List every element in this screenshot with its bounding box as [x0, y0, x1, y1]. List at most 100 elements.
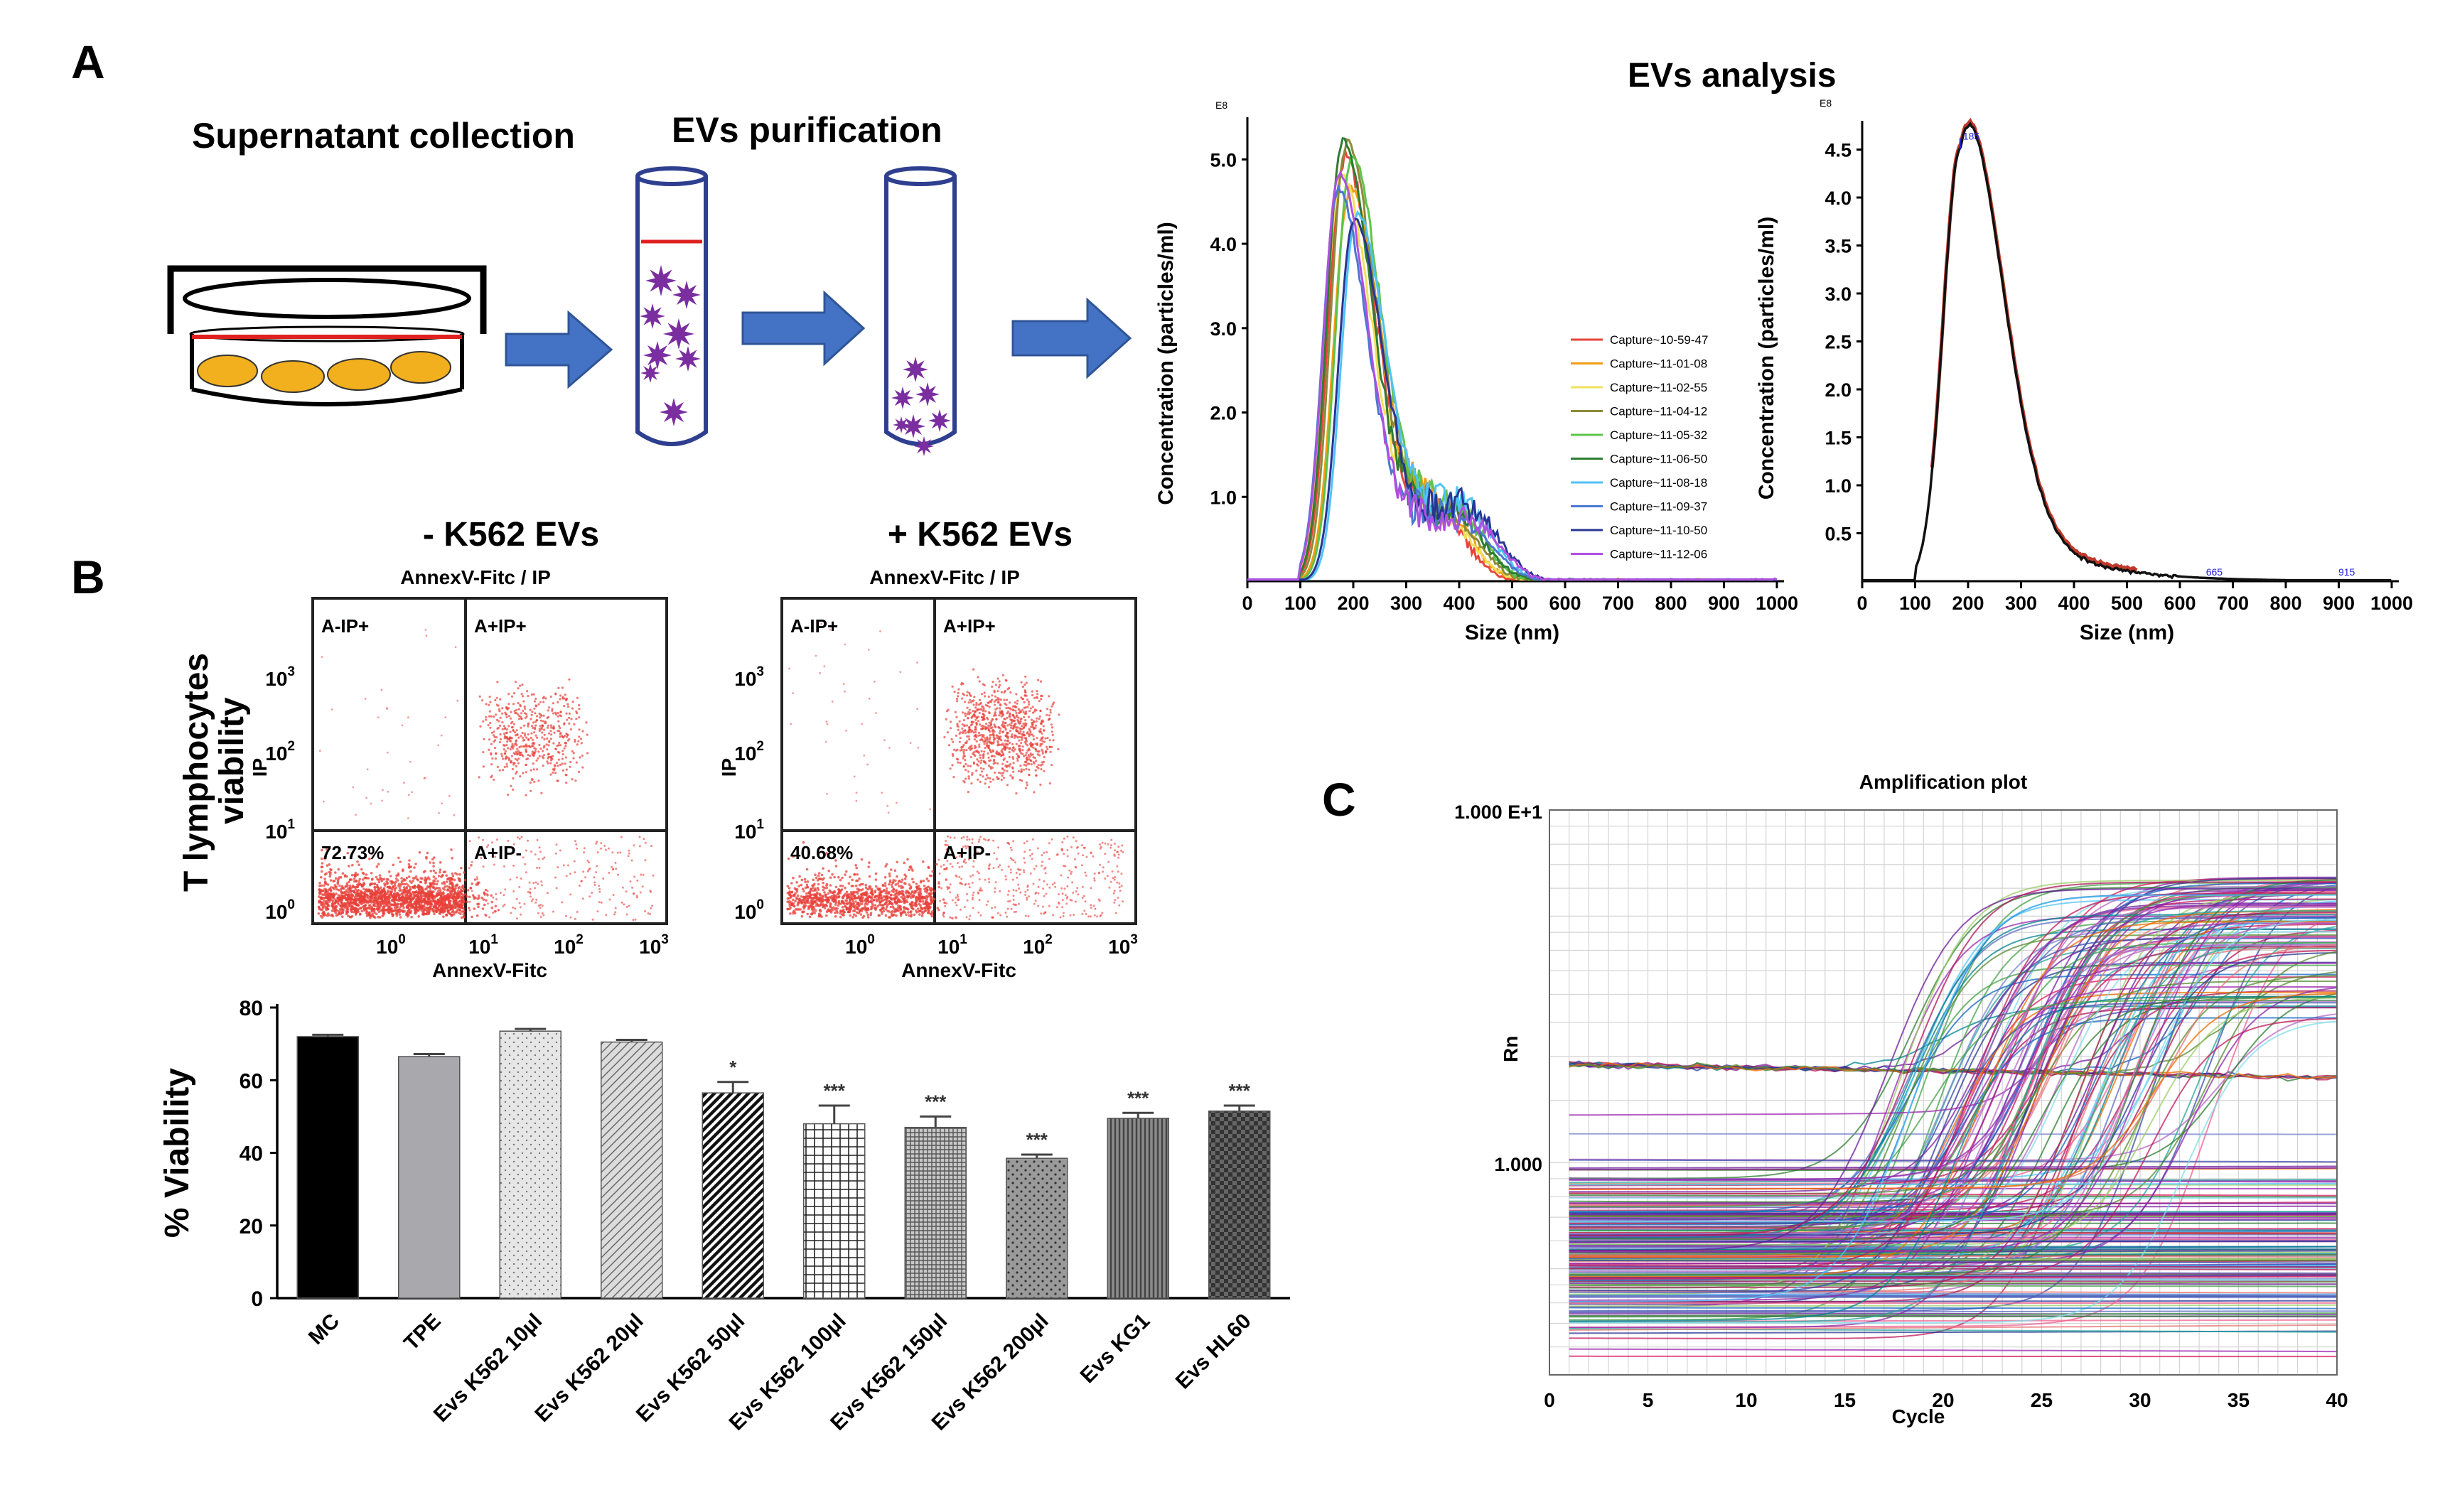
- event-dot: [535, 898, 538, 901]
- event-dot: [1011, 777, 1014, 780]
- event-dot: [584, 876, 587, 879]
- event-dot: [476, 854, 479, 857]
- legend-label: Capture~11-12-06: [1610, 548, 1707, 561]
- event-dot: [421, 910, 425, 914]
- event-dot: [937, 880, 940, 883]
- event-dot: [911, 878, 914, 880]
- event-dot: [516, 733, 519, 736]
- event-dot: [538, 755, 541, 757]
- event-dot: [979, 767, 982, 770]
- event-dot: [405, 876, 409, 880]
- event-dot: [832, 900, 835, 903]
- event-dot: [529, 781, 532, 784]
- event-dot: [323, 897, 326, 900]
- event-dot: [1024, 754, 1027, 757]
- event-dot: [853, 895, 856, 897]
- event-dot: [953, 691, 956, 693]
- event-dot: [1021, 779, 1023, 782]
- event-dot: [991, 685, 994, 688]
- event-dot: [320, 857, 323, 860]
- x-tick-label: 700: [2217, 593, 2249, 614]
- event-dot: [969, 694, 972, 698]
- event-dot: [945, 848, 948, 850]
- event-dot: [839, 912, 842, 915]
- event-dot: [1044, 872, 1047, 875]
- event-dot: [1023, 694, 1026, 697]
- event-dot: [918, 894, 920, 897]
- event-dot: [870, 889, 874, 892]
- event-dot: [873, 898, 876, 902]
- event-dot: [1015, 711, 1018, 715]
- event-dot: [1012, 770, 1015, 773]
- legend-label: Capture~11-01-08: [1610, 357, 1707, 371]
- event-dot: [516, 753, 519, 756]
- event-dot: [1039, 730, 1042, 733]
- event-dot: [425, 634, 428, 637]
- event-dot: [1045, 750, 1048, 753]
- event-dot: [1028, 703, 1031, 706]
- event-dot: [400, 898, 404, 902]
- event-dot: [1011, 756, 1014, 759]
- event-dot: [975, 703, 978, 706]
- event-dot: [380, 890, 382, 894]
- event-dot: [930, 899, 933, 902]
- event-dot: [346, 908, 350, 912]
- event-dot: [1004, 728, 1007, 731]
- event-dot: [476, 881, 480, 885]
- event-dot: [874, 872, 878, 875]
- event-dot: [819, 908, 822, 912]
- event-dot: [901, 886, 905, 889]
- event-dot: [441, 802, 443, 805]
- event-dot: [929, 912, 933, 916]
- event-dot: [532, 768, 535, 771]
- event-dot: [1021, 685, 1024, 688]
- event-dot: [485, 718, 488, 721]
- event-dot: [381, 878, 384, 881]
- event-dot: [1062, 912, 1065, 914]
- event-dot: [1012, 762, 1015, 765]
- event-dot: [342, 904, 345, 907]
- ev-particle: [903, 357, 928, 382]
- event-dot: [1017, 883, 1020, 886]
- event-dot: [1117, 897, 1119, 899]
- y-tick-label: 2.0: [1825, 379, 1852, 401]
- quadrant-label-ur: A+IP+: [474, 615, 527, 637]
- event-dot: [1028, 773, 1031, 776]
- event-dot: [458, 873, 461, 876]
- event-dot: [460, 903, 463, 906]
- event-dot: [509, 730, 512, 733]
- event-dot: [652, 874, 655, 877]
- event-dot: [967, 777, 970, 780]
- event-dot: [439, 903, 442, 906]
- event-dot: [892, 887, 896, 891]
- event-dot: [536, 866, 539, 869]
- event-dot: [1001, 674, 1004, 676]
- event-dot: [552, 910, 554, 913]
- event-dot: [456, 896, 460, 899]
- event-dot: [353, 873, 356, 877]
- event-dot: [980, 693, 983, 696]
- event-dot: [607, 847, 610, 850]
- event-dot: [323, 899, 326, 902]
- event-dot: [321, 656, 323, 658]
- event-dot: [1040, 723, 1043, 725]
- event-dot: [959, 749, 962, 752]
- event-dot: [393, 909, 396, 912]
- event-dot: [866, 887, 869, 891]
- quadrant-label-ll: 72.73%: [321, 842, 384, 863]
- event-dot: [880, 910, 883, 914]
- event-dot: [355, 898, 358, 902]
- event-dot: [326, 864, 329, 867]
- event-dot: [804, 880, 807, 884]
- event-dot: [1006, 735, 1009, 738]
- event-dot: [533, 780, 536, 783]
- event-dot: [440, 734, 443, 737]
- event-dot: [559, 849, 561, 852]
- event-dot: [376, 893, 379, 896]
- event-dot: [910, 867, 913, 870]
- event-dot: [554, 693, 557, 696]
- event-dot: [967, 729, 971, 732]
- event-dot: [585, 721, 588, 724]
- event-dot: [1046, 708, 1049, 711]
- event-dot: [1102, 866, 1105, 869]
